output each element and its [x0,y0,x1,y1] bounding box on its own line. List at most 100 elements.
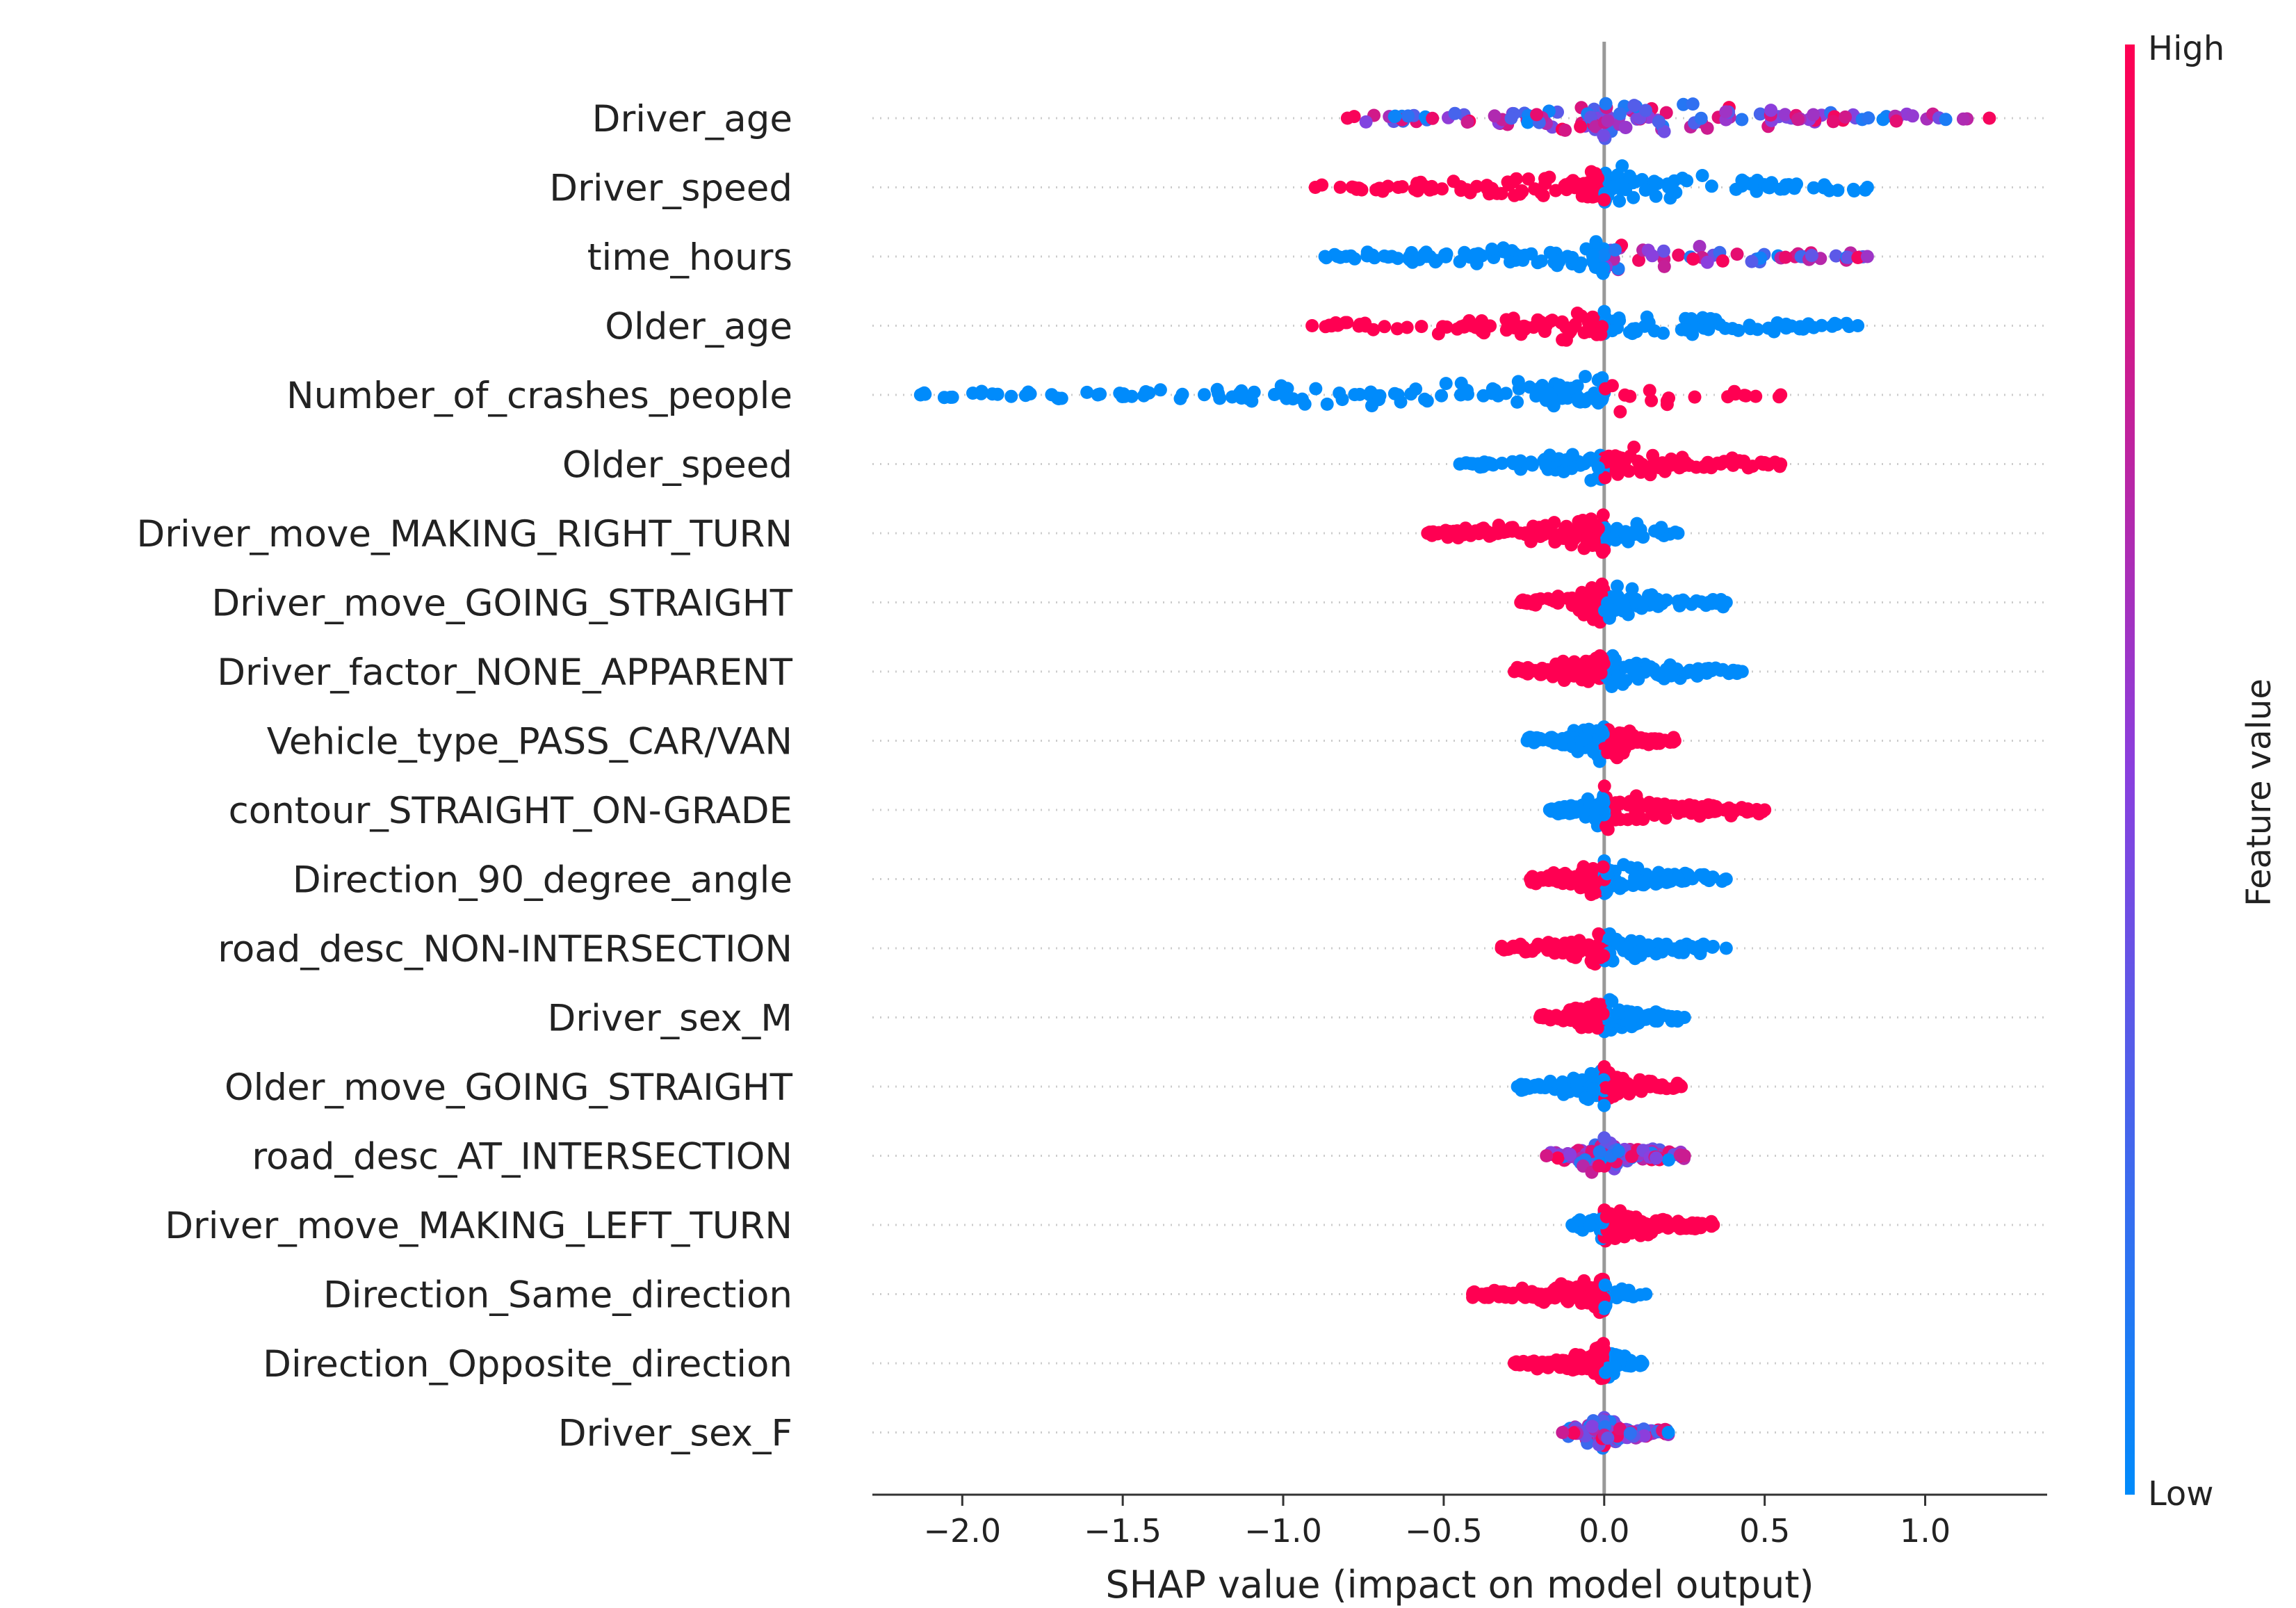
shap-point [1542,1358,1556,1372]
shap-point [1677,1011,1691,1024]
shap-point [1549,733,1563,747]
shap-point [1774,457,1788,471]
shap-point [1597,129,1611,143]
x-tick-label: −1.0 [1244,1512,1322,1550]
shap-point [1601,1431,1615,1445]
shap-point [1210,382,1224,396]
feature-label: road_desc_NON-INTERSECTION [218,928,792,971]
shap-point [1520,945,1533,959]
shap-point [1618,1074,1631,1088]
shap-point [1613,1422,1627,1436]
shap-point [1045,388,1059,402]
shap-point [1472,527,1485,541]
shap-point [1672,248,1686,262]
shap-point [1778,108,1792,122]
shap-point [1719,105,1733,119]
shap-point [1426,111,1440,125]
shap-point [1492,1290,1506,1304]
shap-point [1565,538,1578,552]
shap-point [1613,194,1627,208]
shap-point [1597,248,1611,262]
shap-point [1597,603,1611,617]
shap-point [1543,523,1557,537]
shap-point [1596,1007,1610,1021]
shap-point [1308,181,1322,194]
shap-point [1584,473,1598,487]
shap-point [1680,174,1694,188]
shap-point [1839,316,1853,330]
x-axis-ticks: −2.0 −1.5 −1.0 −0.5 0.0 0.5 1.0 [923,1495,1951,1550]
shap-point [1584,1066,1598,1080]
shap-point [1414,175,1428,189]
shap-point [1583,1219,1597,1233]
shap-point [1616,598,1630,612]
feature-label: Driver_factor_NONE_APPARENT [217,651,792,694]
shap-point [1542,803,1556,817]
shap-point [1598,1300,1612,1314]
shap-point [1841,250,1855,264]
shap-point [1685,1219,1699,1233]
shap-point [1653,669,1667,683]
shap-point [1567,175,1581,189]
shap-point [1697,868,1711,882]
shap-point [1595,724,1609,738]
shap-point [1331,318,1344,332]
shap-point [1639,1012,1653,1026]
shap-point [1570,1350,1584,1364]
shap-point [1320,397,1334,411]
shap-point [991,387,1004,401]
shap-point [1805,249,1818,262]
shap-point [1623,1219,1637,1233]
shap-point [1529,1357,1543,1370]
shap-point [1505,524,1519,538]
shap-point [1702,595,1716,609]
shap-point [1080,385,1094,399]
shap-point [1599,97,1613,111]
shap-point [1367,251,1381,265]
shap-point [1599,1365,1613,1379]
shap-point [1652,115,1666,129]
shap-point [1727,803,1741,817]
shap-point [1469,320,1483,334]
shap-point [1627,1290,1640,1304]
shap-point [1590,1021,1604,1035]
shap-point [1609,797,1622,811]
shap-point [1522,172,1536,186]
shap-point [1677,97,1691,111]
shap-point [1596,860,1610,874]
shap-point [1662,391,1675,405]
shap-point [1597,949,1611,963]
shap-point [1551,1151,1565,1165]
shap-point [1405,245,1419,259]
shap-point [1533,667,1547,681]
shap-point [1774,388,1788,402]
shap-point [1645,733,1659,747]
shap-point [1675,459,1689,473]
shap-point [1754,455,1768,469]
shap-point [1719,872,1733,886]
shap-point [1606,179,1620,193]
feature-label: Driver_move_GOING_STRAIGHT [211,583,792,625]
shap-point [1649,189,1663,203]
shap-point [913,388,927,402]
shap-point [1406,255,1419,269]
shap-point [1730,247,1744,261]
shap-point [1385,250,1399,263]
shap-point [1618,388,1631,402]
shap-point [1602,932,1616,945]
shap-point [1588,812,1602,826]
shap-point [1345,180,1359,194]
shap-point [1639,1288,1653,1301]
shap-point [1655,1219,1669,1233]
shap-point [1612,311,1626,325]
shap-point [1513,187,1527,201]
shap-point [1617,879,1631,893]
shap-point [1638,184,1652,197]
shap-point [1668,734,1682,747]
shap-point [1829,249,1843,263]
shap-point [1592,927,1606,941]
shap-point [1689,460,1703,474]
x-tick-label: 1.0 [1900,1512,1951,1550]
shap-point [1634,666,1648,680]
shap-point [1860,181,1874,194]
